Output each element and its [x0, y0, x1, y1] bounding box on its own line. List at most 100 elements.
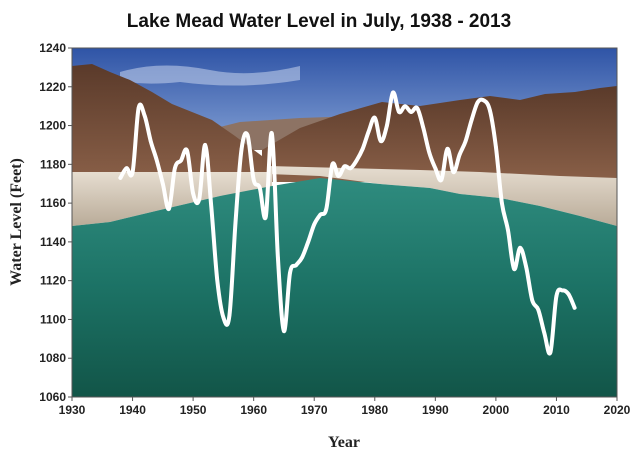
data-point: [548, 350, 553, 355]
data-point: [161, 181, 165, 186]
x-tick-label: 1990: [422, 403, 449, 417]
data-point: [457, 152, 462, 157]
y-tick-label: 1080: [39, 351, 66, 365]
data-point: [215, 278, 220, 283]
data-point: [445, 147, 450, 151]
data-point: [251, 178, 256, 182]
data-point: [488, 108, 492, 112]
data-point: [318, 212, 323, 217]
x-tick-label: 2020: [604, 403, 631, 417]
data-point: [397, 110, 401, 114]
data-point: [197, 197, 201, 201]
y-tick-label: 1220: [39, 80, 66, 94]
data-point: [209, 205, 214, 209]
x-axis: 1930 1940 1950 1960 1970 1980 1990 2000 2010 2020: [59, 397, 631, 417]
data-point: [324, 207, 329, 211]
data-point: [512, 267, 516, 271]
data-point: [475, 100, 480, 105]
data-point: [245, 133, 250, 138]
lake-water: [72, 178, 617, 397]
sky-cloud: [120, 65, 300, 86]
y-axis-label: Water Level (Feet): [8, 158, 25, 286]
data-point: [518, 245, 522, 250]
data-point: [148, 139, 153, 143]
data-point: [560, 288, 565, 293]
data-point: [530, 298, 534, 302]
data-point: [257, 185, 262, 190]
y-tick-label: 1200: [39, 119, 66, 133]
data-point: [312, 222, 317, 227]
x-tick-label: 1980: [361, 403, 388, 417]
data-point: [439, 178, 444, 182]
data-point: [233, 220, 238, 225]
x-tick-label: 1940: [119, 403, 146, 417]
data-point: [536, 308, 541, 312]
data-point: [282, 329, 286, 333]
data-point: [288, 271, 292, 275]
data-points: [118, 90, 577, 355]
data-point: [294, 263, 298, 268]
data-point: [403, 104, 407, 108]
left-cliff: [72, 64, 272, 182]
x-tick-label: 1960: [240, 403, 267, 417]
data-point: [360, 147, 365, 151]
data-point: [276, 255, 280, 260]
y-tick-label: 1240: [39, 41, 66, 55]
data-point: [239, 147, 244, 151]
data-point: [264, 214, 268, 219]
right-bathtub-ring: [268, 166, 617, 226]
data-point: [542, 331, 547, 335]
data-point: [167, 207, 171, 211]
data-point: [366, 129, 371, 134]
data-point: [130, 170, 135, 174]
data-point: [155, 158, 159, 163]
data-point: [342, 164, 347, 169]
data-point: [566, 292, 571, 297]
data-point: [300, 255, 304, 260]
data-point: [427, 150, 432, 155]
data-point: [191, 191, 195, 196]
y-tick-label: 1100: [40, 312, 66, 326]
x-tick-label: 1970: [301, 403, 328, 417]
data-point: [469, 117, 474, 122]
x-axis-label: Year: [328, 434, 360, 451]
data-point: [124, 166, 129, 170]
data-point: [185, 149, 189, 153]
data-point: [385, 123, 389, 128]
data-point: [306, 240, 311, 244]
data-point: [142, 114, 147, 118]
data-point: [433, 166, 438, 170]
y-tick-label: 1120: [40, 274, 66, 288]
y-tick-label: 1060: [39, 390, 66, 404]
data-point: [500, 201, 504, 205]
data-point: [354, 158, 359, 163]
data-point: [482, 98, 486, 103]
data-point: [336, 174, 341, 178]
data-point: [379, 139, 383, 143]
data-point: [463, 139, 468, 143]
y-tick-label: 1160: [40, 196, 66, 210]
data-point: [373, 116, 377, 120]
x-tick-label: 2000: [483, 403, 510, 417]
right-cliff: [262, 86, 617, 182]
y-tick-label: 1140: [40, 235, 66, 249]
x-tick-label: 1950: [180, 403, 207, 417]
data-point: [451, 170, 456, 174]
data-point: [524, 265, 528, 269]
data-point: [136, 106, 141, 110]
data-point: [572, 306, 577, 310]
data-point: [173, 166, 177, 170]
data-point: [270, 131, 274, 136]
data-point: [506, 228, 510, 233]
data-point: [409, 110, 413, 114]
data-point: [348, 166, 353, 170]
data-point: [415, 106, 420, 110]
plot-frame: [71, 47, 618, 398]
x-tick-label: 2010: [543, 403, 570, 417]
data-point: [118, 176, 123, 180]
data-point: [330, 162, 335, 167]
chart-title: Lake Mead Water Level in July, 1938 - 20…: [127, 11, 511, 32]
data-point: [179, 158, 183, 163]
data-point: [421, 125, 426, 130]
